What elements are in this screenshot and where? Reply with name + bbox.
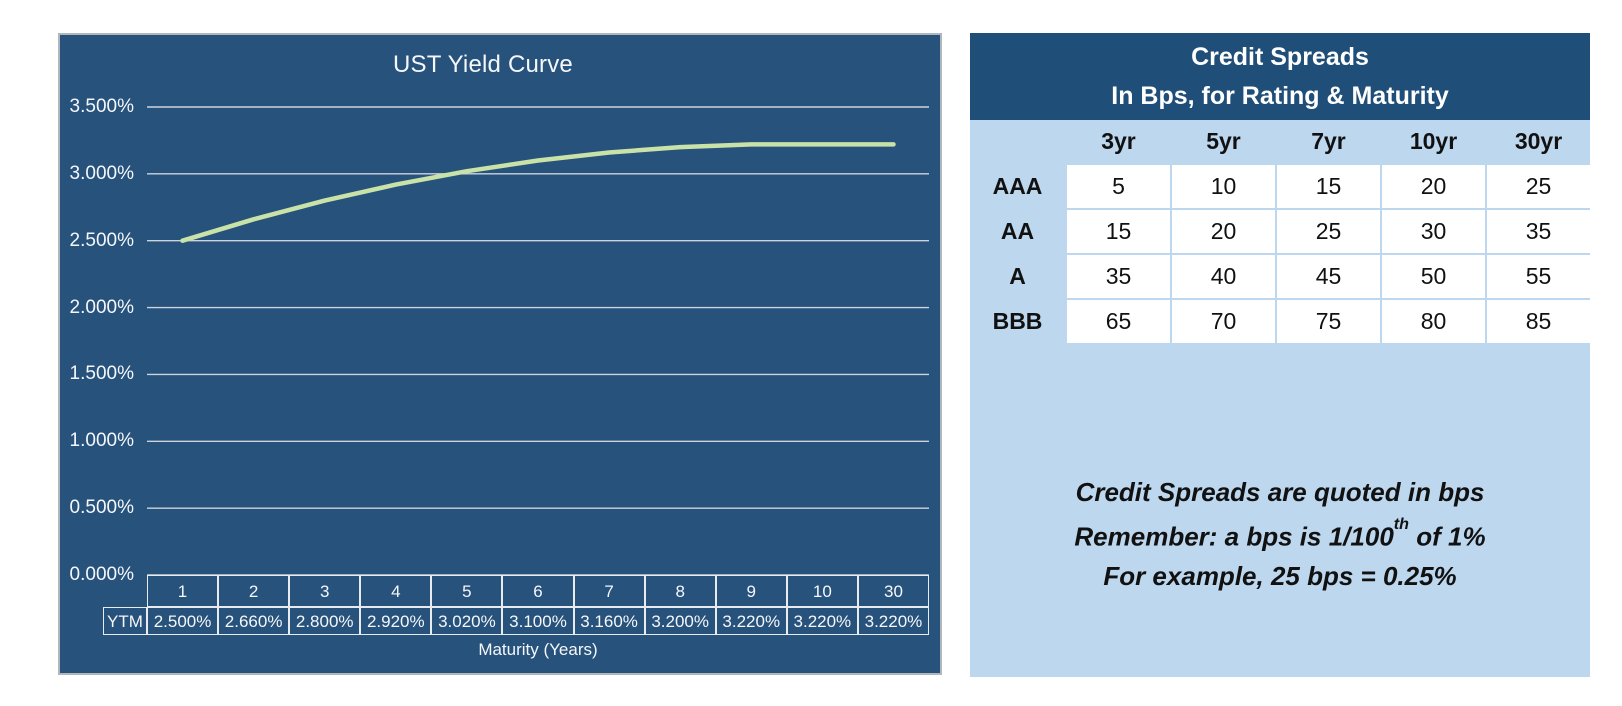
y-axis-label: 3.500% bbox=[69, 96, 134, 117]
note-line-1: Credit Spreads are quoted in bps bbox=[1075, 477, 1485, 507]
spread-value-cell: 15 bbox=[1277, 165, 1380, 208]
credit-spreads-header: Credit Spreads In Bps, for Rating & Matu… bbox=[970, 33, 1590, 120]
maturity-header-cell: 8 bbox=[644, 575, 716, 607]
spread-value-cell: 55 bbox=[1487, 255, 1590, 298]
maturity-header-cell: 10 bbox=[786, 575, 858, 607]
header-line-2: In Bps, for Rating & Maturity bbox=[1111, 82, 1449, 110]
spread-value-cell: 45 bbox=[1277, 255, 1380, 298]
rating-label-cell: AAA bbox=[970, 165, 1065, 208]
spread-value-cell: 85 bbox=[1487, 300, 1590, 343]
y-axis-label: 1.500% bbox=[69, 363, 134, 385]
y-axis-label: 0.500% bbox=[69, 497, 134, 519]
maturity-header-cell: 1 bbox=[147, 575, 219, 607]
spread-value-cell: 70 bbox=[1172, 300, 1275, 343]
y-axis-label: 0.000% bbox=[69, 564, 134, 585]
maturity-header-row: 1 2 3 4 5 6 7 8 9 10 30 bbox=[147, 575, 929, 607]
spread-value-cell: 20 bbox=[1382, 165, 1485, 208]
ytm-value-cell: 3.220% bbox=[715, 607, 787, 635]
spread-value-cell: 20 bbox=[1172, 210, 1275, 253]
y-axis-label: 2.500% bbox=[69, 229, 134, 251]
ytm-value-cell: 2.500% bbox=[147, 607, 219, 635]
note-line-3: For example, 25 bps = 0.25% bbox=[1103, 560, 1457, 591]
chart-title: UST Yield Curve bbox=[393, 51, 573, 78]
spread-value-cell: 15 bbox=[1067, 210, 1170, 253]
ytm-value-cell: 2.920% bbox=[360, 607, 432, 635]
ytm-value-cell: 2.800% bbox=[289, 607, 361, 635]
spreads-grid: 3yr 5yr 7yr 10yr 30yr AAA 5 10 15 20 25 AA 15 20 25 30 3… bbox=[970, 120, 1590, 343]
yield-curve-line bbox=[180, 142, 896, 243]
column-header-cell: 3yr bbox=[1067, 120, 1170, 163]
credit-spreads-panel: Credit Spreads In Bps, for Rating & Matu… bbox=[970, 33, 1590, 677]
spread-value-cell: 30 bbox=[1382, 210, 1485, 253]
maturity-header-cell: 30 bbox=[857, 575, 929, 607]
maturity-header-cell: 2 bbox=[218, 575, 290, 607]
maturity-header-cell: 3 bbox=[289, 575, 361, 607]
maturity-header-cell: 7 bbox=[573, 575, 645, 607]
bps-note: Credit Spreads are quoted in bps Remembe… bbox=[970, 473, 1590, 596]
spread-value-cell: 75 bbox=[1277, 300, 1380, 343]
rating-label-cell: BBB bbox=[970, 300, 1065, 343]
spread-value-cell: 5 bbox=[1067, 165, 1170, 208]
spread-value-cell: 80 bbox=[1382, 300, 1485, 343]
column-header-cell: 5yr bbox=[1172, 120, 1275, 163]
maturity-header-cell: 5 bbox=[431, 575, 503, 607]
ytm-label-cell: YTM bbox=[103, 607, 147, 635]
rating-label-cell: A bbox=[970, 255, 1065, 298]
ytm-row: YTM 2.500% 2.660% 2.800% 2.920% 3.020% 3.100% 3… bbox=[103, 607, 929, 635]
maturity-header-cell: 4 bbox=[360, 575, 432, 607]
spread-value-cell: 35 bbox=[1487, 210, 1590, 253]
column-header-cell: 10yr bbox=[1382, 120, 1485, 163]
ytm-value-cell: 2.660% bbox=[218, 607, 290, 635]
ytm-value-cell: 3.020% bbox=[431, 607, 503, 635]
ust-yield-curve-panel: UST Yield Curve 3.500% 3.000% 2.500% 2.000%… bbox=[58, 33, 942, 675]
ytm-value-cell: 3.200% bbox=[644, 607, 716, 635]
x-axis-title: Maturity (Years) bbox=[478, 640, 598, 659]
spread-value-cell: 10 bbox=[1172, 165, 1275, 208]
spread-value-cell: 40 bbox=[1172, 255, 1275, 298]
spread-value-cell: 25 bbox=[1277, 210, 1380, 253]
maturity-header-cell: 6 bbox=[502, 575, 574, 607]
ytm-value-cell: 3.100% bbox=[502, 607, 574, 635]
spread-value-cell: 50 bbox=[1382, 255, 1485, 298]
column-header-cell: 7yr bbox=[1277, 120, 1380, 163]
ytm-value-cell: 3.220% bbox=[786, 607, 858, 635]
maturity-header-cell: 9 bbox=[715, 575, 787, 607]
spread-value-cell: 35 bbox=[1067, 255, 1170, 298]
header-line-1: Credit Spreads bbox=[1191, 43, 1369, 71]
y-axis-label: 1.000% bbox=[69, 430, 134, 452]
y-axis-label: 2.000% bbox=[69, 296, 134, 318]
y-axis-label: 3.000% bbox=[69, 162, 134, 184]
spread-value-cell: 65 bbox=[1067, 300, 1170, 343]
rating-label-cell: AA bbox=[970, 210, 1065, 253]
corner-cell bbox=[970, 120, 1065, 163]
spread-value-cell: 25 bbox=[1487, 165, 1590, 208]
note-line-2: Remember: a bps is 1/100th of 1% bbox=[1074, 514, 1486, 552]
column-header-cell: 30yr bbox=[1487, 120, 1590, 163]
ytm-value-cell: 3.220% bbox=[857, 607, 929, 635]
ytm-value-cell: 3.160% bbox=[573, 607, 645, 635]
